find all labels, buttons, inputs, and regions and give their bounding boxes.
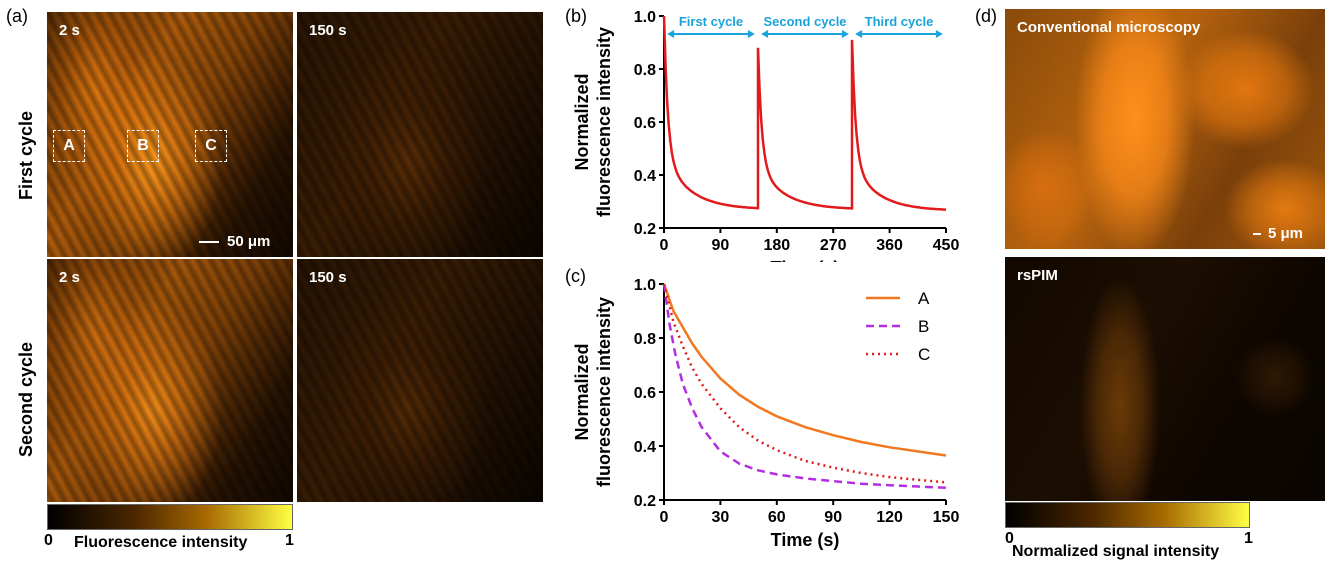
scale-bar bbox=[199, 241, 219, 243]
colorbar-normalized-signal bbox=[1005, 502, 1250, 528]
y-axis-label: Normalized bbox=[572, 73, 592, 170]
x-tick-label: 30 bbox=[712, 509, 730, 526]
x-axis-label: Time (s) bbox=[771, 258, 840, 262]
colorbar-min-label: 0 bbox=[44, 532, 53, 549]
legend-label: A bbox=[918, 289, 930, 308]
x-tick-label: 150 bbox=[933, 509, 960, 526]
scale-bar-label: 50 μm bbox=[227, 233, 271, 250]
colorbar-title: Fluorescence intensity bbox=[74, 534, 248, 551]
x-tick-label: 0 bbox=[660, 509, 669, 526]
series-line bbox=[662, 15, 946, 211]
x-tick-label: 90 bbox=[824, 509, 842, 526]
rspim-label: rsPIM bbox=[1017, 267, 1058, 284]
arrow-head-right bbox=[935, 30, 943, 38]
image-rspim: rsPIM bbox=[1005, 257, 1325, 501]
cycle-annotation: Third cycle bbox=[865, 14, 934, 29]
roi-a: A bbox=[53, 130, 85, 162]
image-first-cycle-2s: 2 s A B C 50 μm bbox=[47, 12, 293, 257]
y-tick-label: 0.4 bbox=[634, 168, 656, 185]
y-tick-label: 0.4 bbox=[634, 439, 656, 456]
arrow-head-right bbox=[747, 30, 755, 38]
panel-d-letter: (d) bbox=[975, 6, 997, 26]
x-tick-label: 120 bbox=[876, 509, 903, 526]
panel-b-letter: (b) bbox=[565, 6, 587, 26]
scale-bar-label: 5 μm bbox=[1268, 225, 1304, 242]
y-tick-label: 1.0 bbox=[634, 9, 656, 26]
arrow-head-left bbox=[855, 30, 863, 38]
roi-b: B bbox=[127, 130, 159, 162]
image-second-cycle-2s: 2 s bbox=[47, 259, 293, 502]
tile-time-label: 150 s bbox=[309, 22, 347, 39]
panel-a-letter: (a) bbox=[6, 6, 28, 26]
colorbar-min-label: 0 bbox=[1005, 530, 1014, 547]
panel-c-letter: (c) bbox=[565, 266, 586, 286]
x-tick-label: 360 bbox=[876, 237, 903, 254]
x-tick-label: 270 bbox=[820, 237, 847, 254]
colorbar-max-label: 1 bbox=[285, 532, 294, 549]
image-conventional-microscopy: Conventional microscopy 5 μm bbox=[1005, 9, 1325, 249]
y-tick-label: 0.8 bbox=[634, 62, 656, 79]
conventional-label: Conventional microscopy bbox=[1017, 19, 1201, 36]
y-tick-label: 1.0 bbox=[634, 277, 656, 294]
scale-bar bbox=[1253, 233, 1261, 235]
x-tick-label: 0 bbox=[660, 237, 669, 254]
colorbar-fluorescence bbox=[47, 504, 293, 530]
x-tick-label: 90 bbox=[712, 237, 730, 254]
series-c-line bbox=[662, 283, 947, 484]
tile-time-label: 2 s bbox=[59, 22, 80, 39]
arrow-head-left bbox=[667, 30, 675, 38]
row-label-second-cycle: Second cycle bbox=[16, 341, 36, 457]
series-b-line bbox=[662, 283, 947, 490]
x-tick-label: 60 bbox=[768, 509, 786, 526]
colorbar-max-label: 1 bbox=[1244, 530, 1253, 547]
colorbar-title: Normalized signal intensity bbox=[1012, 543, 1220, 560]
y-tick-label: 0.6 bbox=[634, 115, 656, 132]
tile-time-label: 150 s bbox=[309, 269, 347, 286]
y-axis-label: Normalized bbox=[572, 343, 592, 440]
arrow-head-left bbox=[761, 30, 769, 38]
y-tick-label: 0.2 bbox=[634, 221, 656, 238]
y-tick-label: 0.6 bbox=[634, 385, 656, 402]
arrow-head-right bbox=[841, 30, 849, 38]
legend-label: C bbox=[918, 345, 930, 364]
image-second-cycle-150s: 150 s bbox=[297, 259, 543, 502]
chart-c: 0 30 60 90 120 150 0.2 0.4 0.6 0.8 1.0 Time (s) Norm… bbox=[572, 277, 960, 550]
y-axis-label: fluorescence intensity bbox=[594, 27, 614, 217]
cycle-annotation: First cycle bbox=[679, 14, 743, 29]
series-a-line bbox=[662, 283, 947, 457]
chart-b: 0 90 180 270 360 450 0.2 0.4 0.6 0.8 1.0 Time (s) No… bbox=[572, 9, 960, 262]
roi-c: C bbox=[195, 130, 227, 162]
row-label-first-cycle: First cycle bbox=[16, 110, 36, 200]
image-first-cycle-150s: 150 s bbox=[297, 12, 543, 257]
y-tick-label: 0.8 bbox=[634, 331, 656, 348]
tile-time-label: 2 s bbox=[59, 269, 80, 286]
legend-label: B bbox=[918, 317, 929, 336]
x-axis-label: Time (s) bbox=[771, 530, 840, 550]
x-tick-label: 450 bbox=[933, 237, 960, 254]
cycle-annotation: Second cycle bbox=[763, 14, 846, 29]
y-tick-label: 0.2 bbox=[634, 493, 656, 510]
x-tick-label: 180 bbox=[763, 237, 790, 254]
y-axis-label: fluorescence intensity bbox=[594, 297, 614, 487]
